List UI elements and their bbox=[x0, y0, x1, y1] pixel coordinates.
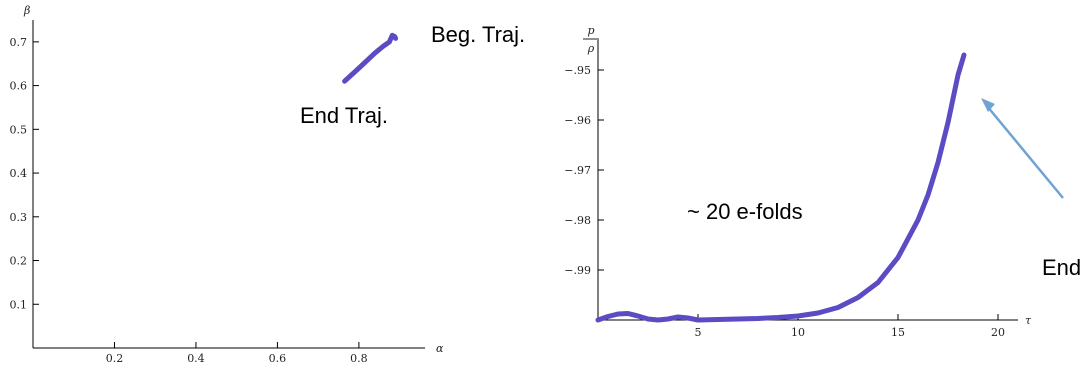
right-x-label: τ bbox=[1025, 314, 1032, 327]
left-trajectory-line bbox=[342, 32, 399, 84]
left-y-tick-label: 0.3 bbox=[10, 211, 28, 224]
right-x-tick-label: 5 bbox=[695, 326, 702, 339]
left-x-tick-label: 0.2 bbox=[106, 352, 124, 365]
left-x-tick-label: 0.4 bbox=[187, 352, 205, 365]
left-y-tick-label: 0.7 bbox=[10, 36, 28, 49]
annotation-beg-traj: Beg. Traj. bbox=[431, 22, 525, 47]
left-y-tick-label: 0.6 bbox=[10, 80, 28, 93]
right-x-tick-label: 10 bbox=[791, 326, 805, 339]
left-x-tick-label: 0.6 bbox=[269, 352, 287, 365]
annotation-end-traj: End Traj. bbox=[300, 103, 388, 128]
right-y-label-denominator: ρ bbox=[587, 42, 595, 55]
left-y-tick-label: 0.2 bbox=[10, 255, 28, 268]
left-y-label: β bbox=[23, 4, 30, 17]
right-y-tick-label: −.96 bbox=[564, 114, 591, 127]
right-y-label-numerator: p bbox=[587, 24, 594, 37]
right-ticks: 5 10 15 20 −.95 −.96 −.97 −.98 −.99 bbox=[564, 64, 1005, 339]
right-y-tick-label: −.99 bbox=[564, 264, 591, 277]
left-chart: 0.2 0.4 0.6 0.8 0.1 0.2 0.3 0.4 0.5 0.6 0.7 β α Be… bbox=[10, 4, 526, 365]
left-y-tick-label: 0.5 bbox=[10, 123, 28, 136]
end-arrow-head-icon bbox=[981, 98, 995, 112]
right-y-tick-label: −.95 bbox=[564, 64, 591, 77]
right-y-tick-label: −.98 bbox=[564, 214, 591, 227]
left-y-tick-label: 0.1 bbox=[10, 298, 28, 311]
annotation-efolds: ~ 20 e-folds bbox=[687, 199, 803, 224]
right-x-tick-label: 20 bbox=[991, 326, 1005, 339]
right-eos-line bbox=[595, 52, 967, 323]
left-x-tick-label: 0.8 bbox=[350, 352, 368, 365]
right-x-tick-label: 15 bbox=[891, 326, 905, 339]
left-ticks: 0.2 0.4 0.6 0.8 0.1 0.2 0.3 0.4 0.5 0.6 0.7 bbox=[10, 36, 368, 365]
left-y-tick-label: 0.4 bbox=[10, 167, 28, 180]
left-x-label: α bbox=[436, 342, 444, 355]
end-arrow-line bbox=[986, 105, 1064, 199]
annotation-end: End bbox=[1042, 255, 1081, 280]
right-y-tick-label: −.97 bbox=[564, 164, 591, 177]
right-chart: 5 10 15 20 −.95 −.96 −.97 −.98 −.99 p ρ τ ~ 20 e… bbox=[564, 24, 1081, 339]
